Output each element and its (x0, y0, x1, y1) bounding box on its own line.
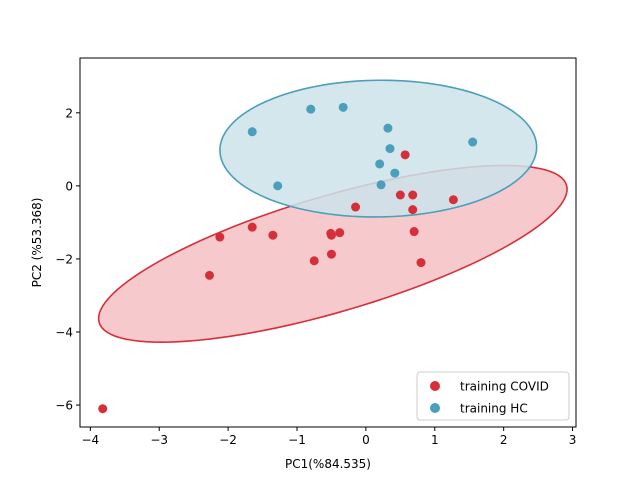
point-covid-5 (309, 256, 319, 266)
x-axis-label: PC1(%84.535) (285, 457, 371, 471)
point-covid-13 (408, 190, 418, 200)
x-tick-label: −3 (150, 433, 168, 447)
x-tick-label: 2 (500, 433, 508, 447)
point-hc-2 (306, 104, 316, 114)
y-axis-ticks: −6 −4 −2 0 2 (55, 106, 80, 413)
x-tick-label: 3 (569, 433, 577, 447)
x-tick-label: 0 (362, 433, 370, 447)
legend-label-hc: training HC (460, 402, 528, 416)
ellipse-hc (219, 79, 538, 218)
x-tick-label: −2 (219, 433, 237, 447)
y-tick-label: −2 (55, 252, 73, 266)
point-covid-9 (335, 228, 345, 238)
x-tick-label: 1 (431, 433, 439, 447)
y-axis-label: PC2 (%53.368) (30, 198, 44, 288)
point-covid-17 (448, 195, 458, 205)
point-hc-9 (468, 137, 478, 147)
point-hc-6 (383, 123, 393, 133)
data-points (98, 102, 478, 414)
plot-frame (79, 57, 577, 428)
point-hc-7 (385, 144, 395, 154)
y-tick-label: −4 (55, 326, 73, 340)
point-hc-5 (376, 180, 386, 190)
point-covid-4 (268, 230, 278, 240)
point-covid-2 (215, 232, 225, 242)
x-tick-label: −4 (81, 433, 99, 447)
point-hc-1 (273, 181, 283, 191)
point-covid-15 (409, 227, 419, 237)
point-hc-4 (375, 159, 385, 169)
point-hc-0 (247, 127, 257, 137)
y-tick-label: −6 (55, 399, 73, 413)
legend-label-covid: training COVID (460, 380, 549, 394)
point-covid-0 (98, 404, 108, 414)
legend-box (416, 371, 570, 421)
y-tick-label: 0 (65, 179, 73, 193)
point-covid-14 (408, 205, 418, 215)
legend-marker-covid (430, 381, 440, 391)
point-hc-3 (338, 102, 348, 112)
x-axis-ticks: −4 −3 −2 −1 0 1 2 3 (81, 427, 576, 447)
point-covid-3 (247, 222, 257, 232)
legend: training COVID training HC (416, 371, 570, 421)
point-covid-10 (351, 202, 361, 212)
legend-marker-hc (430, 403, 440, 413)
y-tick-label: 2 (65, 106, 73, 120)
point-covid-12 (400, 150, 410, 160)
point-covid-8 (326, 249, 336, 259)
point-hc-8 (390, 168, 400, 178)
point-covid-7 (326, 230, 336, 240)
x-tick-label: −1 (288, 433, 306, 447)
point-covid-1 (205, 270, 215, 280)
point-covid-16 (416, 258, 426, 268)
point-covid-11 (395, 190, 405, 200)
